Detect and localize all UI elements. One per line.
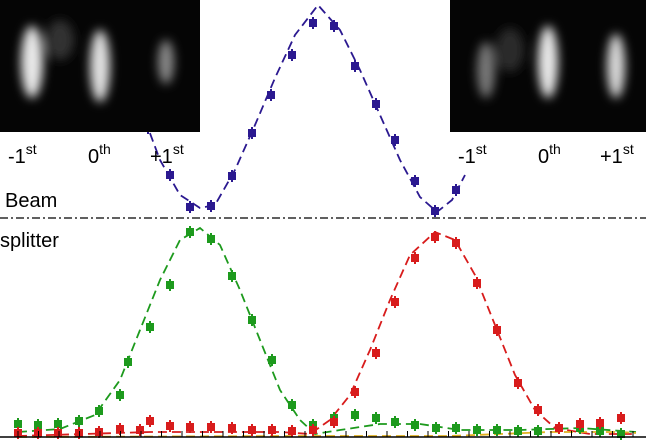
order-base: -1 xyxy=(8,146,26,168)
data-point xyxy=(309,426,317,434)
data-point xyxy=(372,414,380,422)
data-point xyxy=(186,203,194,211)
axis-ticks xyxy=(17,431,634,437)
data-point xyxy=(288,427,296,435)
data-point xyxy=(330,418,338,426)
data-point xyxy=(452,186,460,194)
data-point xyxy=(248,426,256,434)
order-sup: th xyxy=(99,141,111,157)
data-point xyxy=(391,298,399,306)
inset-left xyxy=(0,0,200,132)
data-point xyxy=(309,19,317,27)
data-point xyxy=(431,207,439,215)
order-sup: st xyxy=(173,141,184,157)
data-point xyxy=(95,407,103,415)
annotation: splitter xyxy=(0,230,59,252)
data-point xyxy=(411,254,419,262)
data-point xyxy=(411,177,419,185)
order-label: 0th xyxy=(88,141,111,168)
data-point xyxy=(288,401,296,409)
data-point xyxy=(596,419,604,427)
data-point xyxy=(432,424,440,432)
data-point xyxy=(330,22,338,30)
data-point xyxy=(207,423,215,431)
data-point xyxy=(514,379,522,387)
data-point xyxy=(228,172,236,180)
data-point xyxy=(166,281,174,289)
data-point xyxy=(372,100,380,108)
data-point xyxy=(228,272,236,280)
data-point xyxy=(596,427,604,435)
order-base: 0 xyxy=(538,146,549,168)
data-point xyxy=(391,418,399,426)
data-point xyxy=(555,424,563,432)
order-base: +1 xyxy=(600,146,623,168)
data-point xyxy=(493,426,501,434)
order-sup: th xyxy=(549,141,561,157)
data-point xyxy=(534,406,542,414)
order-base: -1 xyxy=(458,146,476,168)
order-sup: st xyxy=(476,141,487,157)
data-point xyxy=(576,420,584,428)
data-point xyxy=(267,91,275,99)
data-point xyxy=(351,411,359,419)
data-point xyxy=(351,62,359,70)
data-point xyxy=(228,424,236,432)
data-point xyxy=(493,326,501,334)
order-base: +1 xyxy=(150,146,173,168)
data-point xyxy=(351,388,359,396)
data-point xyxy=(136,426,144,434)
data-point xyxy=(372,349,380,357)
data-point xyxy=(411,421,419,429)
plot-area xyxy=(14,3,637,440)
data-point xyxy=(166,171,174,179)
fit-curve xyxy=(17,230,636,437)
order-label: +1st xyxy=(600,141,634,168)
data-point xyxy=(116,425,124,433)
data-point xyxy=(75,417,83,425)
inset-labels: -1st 0th +1st -1st 0th +1st xyxy=(8,141,634,168)
data-point xyxy=(116,391,124,399)
data-point xyxy=(248,316,256,324)
data-point xyxy=(207,235,215,243)
data-point xyxy=(54,420,62,428)
data-point xyxy=(514,427,522,435)
data-point xyxy=(95,428,103,436)
data-point xyxy=(473,426,481,434)
data-point xyxy=(452,239,460,247)
data-point xyxy=(534,427,542,435)
data-point xyxy=(288,51,296,59)
fit-curve xyxy=(144,3,466,214)
data-point xyxy=(473,279,481,287)
data-point xyxy=(54,429,62,437)
data-point xyxy=(186,228,194,236)
order-label: 0th xyxy=(538,141,561,168)
order-label: -1st xyxy=(8,141,37,168)
data-point xyxy=(124,358,132,366)
data-point xyxy=(34,421,42,429)
data-point xyxy=(452,424,460,432)
order-label: -1st xyxy=(458,141,487,168)
data-point xyxy=(617,430,625,438)
data-point xyxy=(391,136,399,144)
data-point xyxy=(166,422,174,430)
data-point xyxy=(146,323,154,331)
data-point xyxy=(268,356,276,364)
data-point xyxy=(617,414,625,422)
data-point xyxy=(146,417,154,425)
order-sup: st xyxy=(623,141,634,157)
data-point xyxy=(207,202,215,210)
data-point xyxy=(431,233,439,241)
annotation: Beam xyxy=(5,190,57,212)
order-label: +1st xyxy=(150,141,184,168)
data-point xyxy=(186,423,194,431)
fit-curve xyxy=(17,226,637,435)
data-point xyxy=(268,426,276,434)
data-point xyxy=(248,129,256,137)
data-point xyxy=(14,420,22,428)
order-base: 0 xyxy=(88,146,99,168)
order-sup: st xyxy=(26,141,37,157)
inset-right xyxy=(450,0,646,132)
